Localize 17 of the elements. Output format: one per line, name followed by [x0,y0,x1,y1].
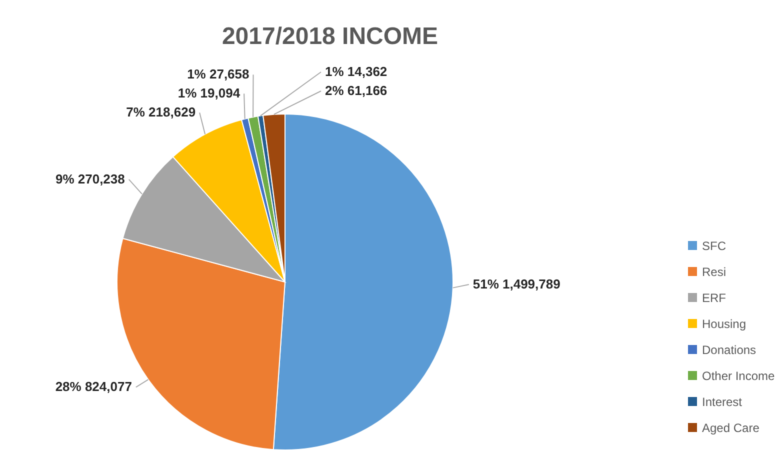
legend-label: Aged Care [702,421,760,435]
legend-label: SFC [702,239,726,253]
legend-label: Other Income [702,369,776,383]
data-label: 9% 270,238 [55,171,125,186]
legend-label: ERF [702,291,726,305]
chart-title: 2017/2018 INCOME [222,23,438,50]
data-label: 28% 824,077 [55,379,132,394]
data-label: 2% 61,166 [325,83,388,98]
legend-label: Donations [702,343,756,357]
data-label: 7% 218,629 [126,104,196,120]
legend-label: Resi [702,265,726,279]
data-label: 1% 14,362 [325,64,388,79]
legend-label: Housing [702,317,746,331]
data-label: 1% 19,094 [178,86,241,101]
data-label: 1% 27,658 [187,66,250,82]
legend-label: Interest [702,395,743,409]
data-label: 51% 1,499,789 [472,276,560,292]
